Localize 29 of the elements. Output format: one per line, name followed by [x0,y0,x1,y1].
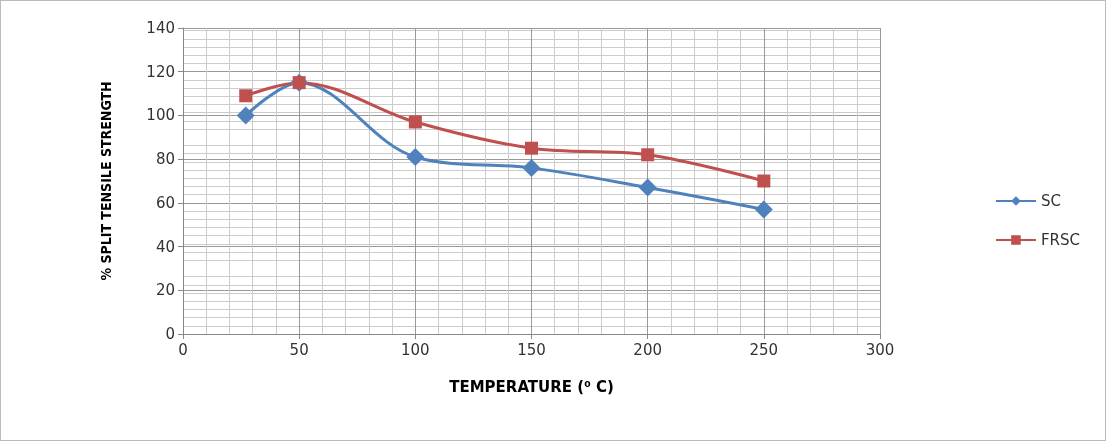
x-tick-label: 0 [178,340,188,359]
x-tick-label: 250 [749,340,779,359]
y-tick-label: 40 [155,237,175,256]
x-tick-label: 150 [517,340,546,359]
x-tick-label: 300 [865,340,895,359]
y-tick-label: 100 [146,106,175,125]
y-axis-title: % SPLIT TENSILE STRENGTH [98,81,114,281]
point [236,106,255,125]
point [239,89,253,103]
x-tick-label: 100 [401,340,430,359]
legend-label: SC [1040,192,1061,210]
y-tick-label: 80 [155,150,175,169]
x-tick-label: 50 [289,340,309,359]
point [641,148,655,162]
legend-label: FRSC [1040,231,1080,249]
point [525,141,538,155]
point [406,147,425,166]
y-tick-label: 140 [146,19,175,37]
y-tick-label: 120 [146,62,175,81]
point [638,178,657,197]
y-tick-label: 60 [155,193,175,212]
y-tick-label: 20 [155,281,175,300]
point [408,115,422,129]
point [757,174,771,188]
point [522,158,541,177]
x-tick-label: 200 [633,340,662,359]
y-tick-label: 0 [165,325,175,343]
point [754,200,773,219]
x-axis-title: TEMPERATURE (⁰ C) [449,377,614,396]
